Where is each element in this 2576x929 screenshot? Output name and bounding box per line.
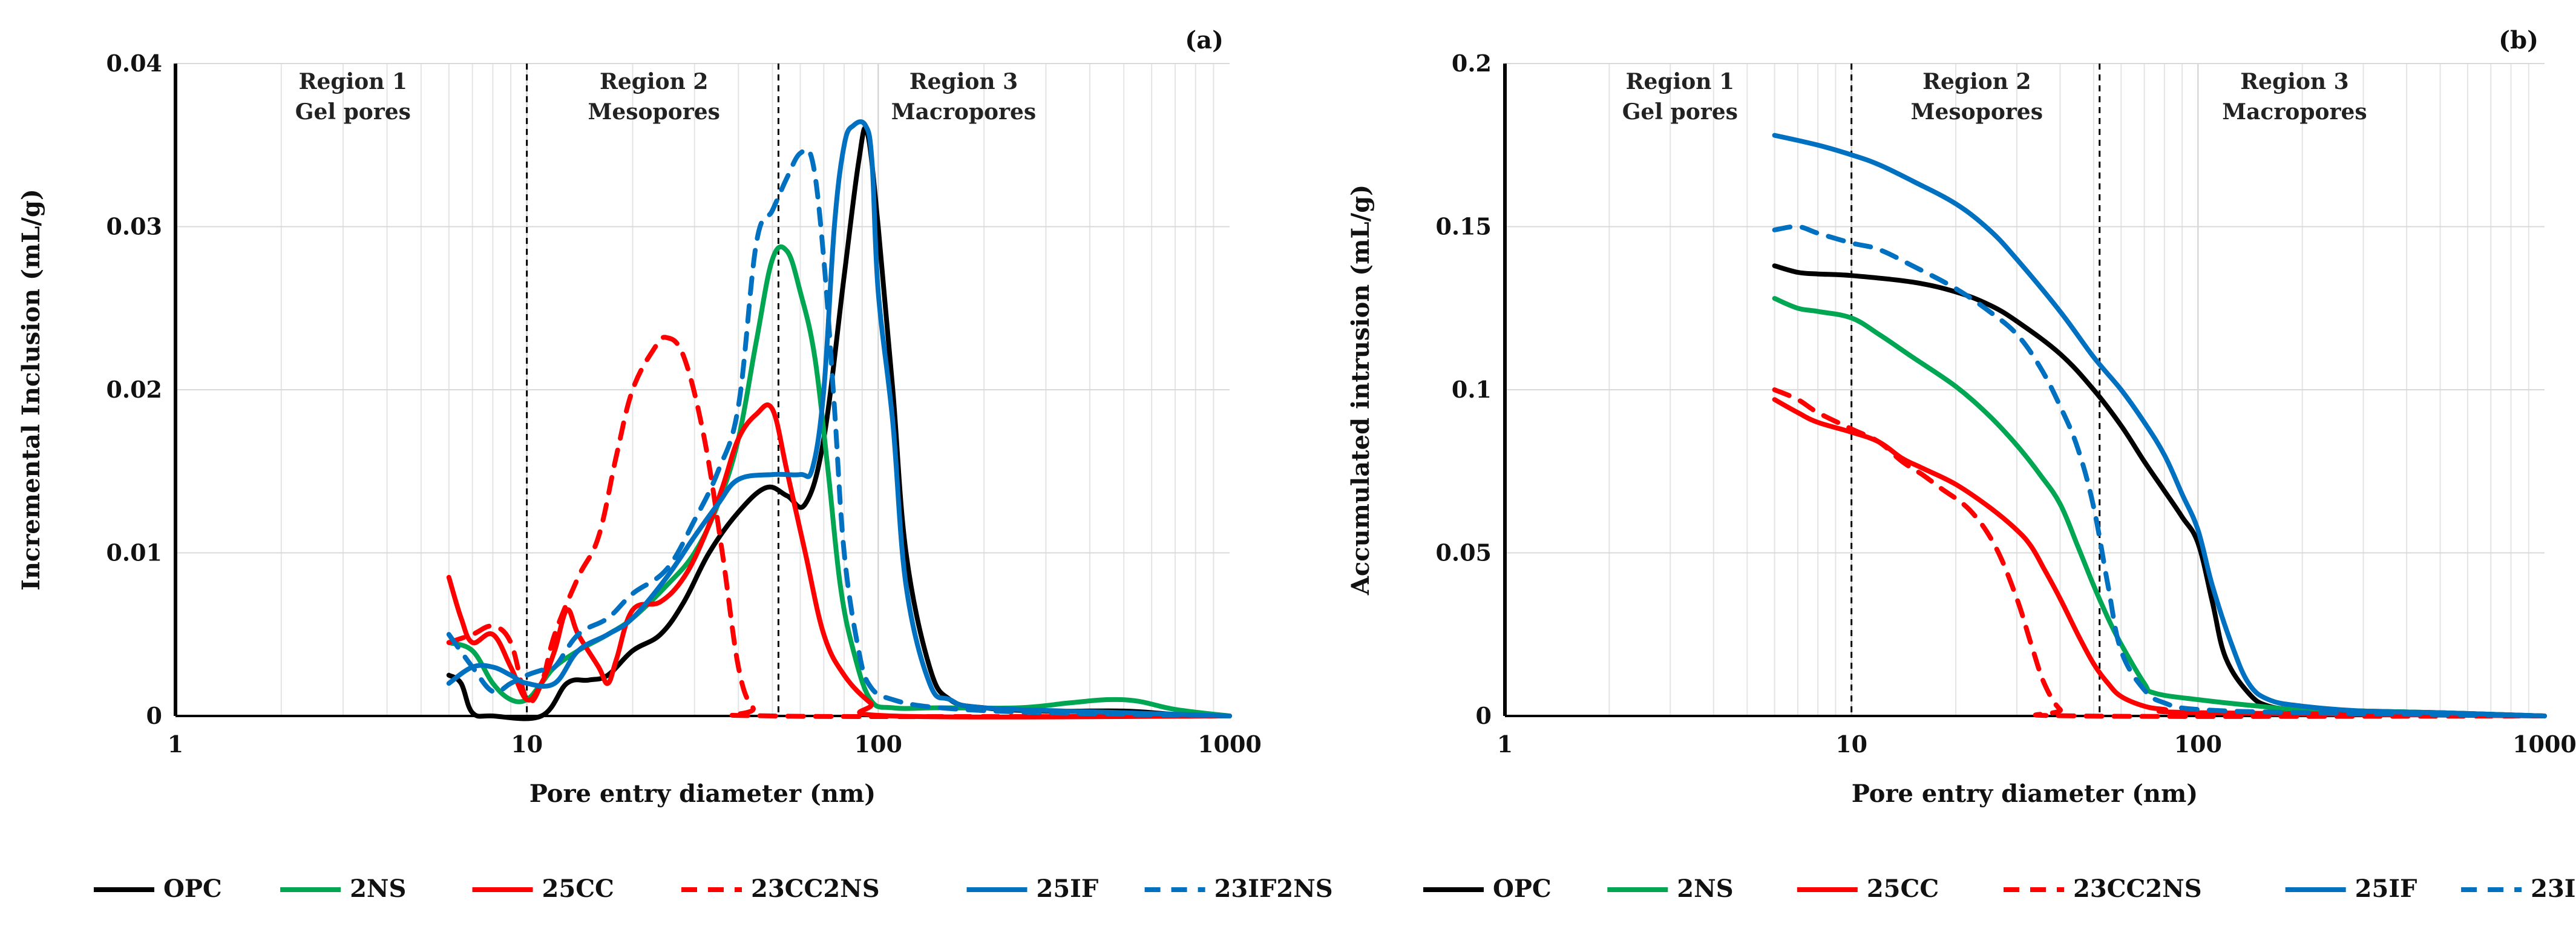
series-line-OPC: [1772, 263, 2547, 718]
legend-label: 25IF: [1036, 875, 1098, 903]
region-label-3: Region 3: [2240, 69, 2348, 94]
x-tick-label: 1: [1497, 730, 1513, 758]
panel-label: (b): [2499, 26, 2538, 54]
x-tick-label: 1000: [2512, 730, 2576, 758]
legend-label: OPC: [163, 875, 222, 903]
legend-label: 25CC: [1867, 875, 1939, 903]
x-axis-title: Pore entry diameter (nm): [529, 780, 876, 808]
x-tick-label: 10: [511, 730, 543, 758]
legend-item-2NS: 2NS: [1607, 875, 1734, 903]
series-line-25CC: [446, 402, 1232, 720]
gridlines: [175, 63, 1230, 716]
region-sublabel-1: Gel pores: [295, 99, 411, 125]
legend-label: 25CC: [542, 875, 614, 903]
y-tick-label: 0: [146, 702, 162, 729]
series-line-23CC2NS: [446, 335, 1232, 720]
series-line-23CC2NS: [1772, 387, 2547, 719]
legend-label: 23IF2NS: [1214, 875, 1333, 903]
y-tick-label: 0.02: [106, 376, 162, 403]
y-tick-label: 0.15: [1435, 213, 1492, 240]
region-label-3: Region 3: [909, 69, 1018, 94]
legend-label: OPC: [1493, 875, 1552, 903]
y-tick-label: 0.05: [1435, 539, 1492, 566]
x-tick-label: 100: [2174, 730, 2222, 758]
legend-label: 23CC2NS: [2073, 875, 2202, 903]
x-tick-label: 1: [168, 730, 183, 758]
x-axis-title: Pore entry diameter (nm): [1852, 780, 2198, 808]
legend-item-25CC: 25CC: [472, 875, 614, 903]
legend-item-OPC: OPC: [94, 875, 222, 903]
legend-item-23IF2NS: 23IF2NS: [1144, 875, 1333, 903]
legend-item-23CC2NS: 23CC2NS: [681, 875, 880, 903]
y-tick-label: 0.01: [106, 539, 162, 566]
region-sublabel-2: Mesopores: [588, 99, 720, 125]
region-sublabel-3: Macropores: [2222, 99, 2367, 125]
series-line-25IF: [446, 119, 1232, 718]
y-tick-label: 0.04: [106, 50, 162, 77]
legend-panel-a: OPC 2NS 25CC 23CC2NS 25IF 23IF2NS: [94, 875, 1333, 903]
region-sublabel-2: Mesopores: [1911, 99, 2043, 125]
legend-item-25IF: 25IF: [2285, 875, 2417, 903]
region-sublabel-1: Gel pores: [1622, 99, 1738, 125]
x-tick-label: 1000: [1198, 730, 1262, 758]
legend-item-25IF: 25IF: [966, 875, 1098, 903]
series-line-25IF: [1772, 133, 2547, 718]
x-tick-label: 10: [1835, 730, 1867, 758]
legend-item-2NS: 2NS: [280, 875, 406, 903]
gridlines: [1505, 63, 2545, 716]
series-line-23IF2NS: [1772, 224, 2547, 718]
x-tick-label: 100: [854, 730, 902, 758]
y-tick-label: 0.03: [106, 213, 162, 240]
region-label-2: Region 2: [600, 69, 708, 94]
y-tick-label: 0.1: [1452, 376, 1492, 403]
legend-panel-b: OPC 2NS 25CC 23CC2NS 25IF 23IF2NS: [1423, 875, 2576, 903]
legend-item-25CC: 25CC: [1797, 875, 1939, 903]
region-sublabel-3: Macropores: [891, 99, 1036, 125]
y-axis-title: Accumulated intrusion (mL/g): [1346, 185, 1375, 596]
y-axis-title: Incremental Inclusion (mL/g): [17, 189, 45, 591]
series-line-OPC: [446, 125, 1232, 721]
chart-panel-a: Region 1 Gel pores Region 2 Mesopores Region…: [17, 26, 1262, 808]
y-tick-label: 0.2: [1452, 50, 1492, 77]
legend-label: 23CC2NS: [751, 875, 880, 903]
y-tick-label: 0: [1476, 702, 1492, 729]
legend-label: 2NS: [350, 875, 406, 903]
panel-label: (a): [1185, 26, 1224, 54]
series-line-2NS: [1772, 296, 2547, 718]
legend-item-OPC: OPC: [1423, 875, 1552, 903]
legend-label: 25IF: [2355, 875, 2417, 903]
legend-item-23CC2NS: 23CC2NS: [2004, 875, 2202, 903]
legend-label: 2NS: [1677, 875, 1733, 903]
legend-label: 23IF2NS: [2531, 875, 2576, 903]
region-label-2: Region 2: [1922, 69, 2031, 94]
region-label-1: Region 1: [1626, 69, 1734, 94]
region-label-1: Region 1: [299, 69, 407, 94]
series-line-23IF2NS: [446, 146, 1232, 718]
legend-item-23IF2NS: 23IF2NS: [2461, 875, 2576, 903]
chart-panel-b: Region 1 Gel pores Region 2 Mesopores Region…: [1346, 26, 2576, 808]
